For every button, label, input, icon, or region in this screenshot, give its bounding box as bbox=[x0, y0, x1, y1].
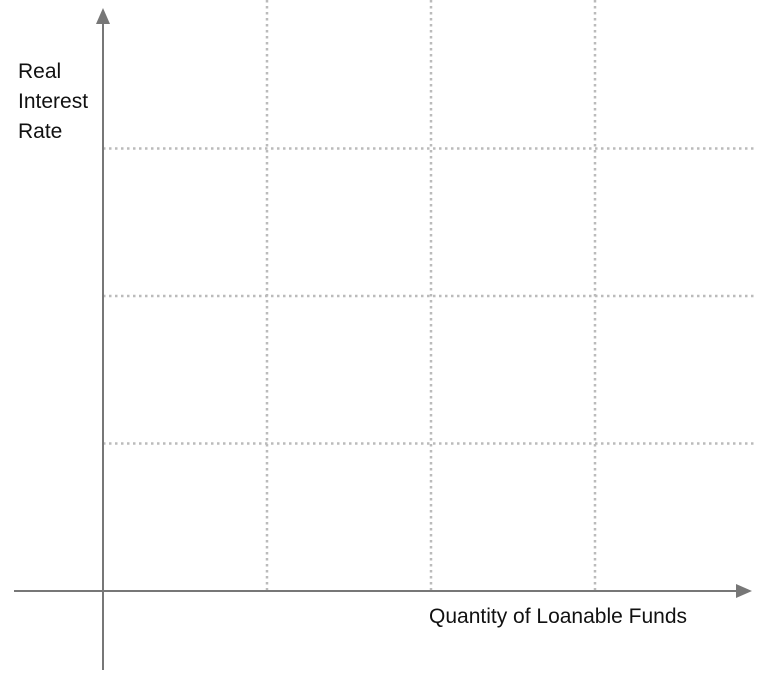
axes bbox=[14, 8, 752, 670]
x-axis-arrowhead bbox=[736, 584, 752, 598]
grid bbox=[103, 0, 756, 591]
y-axis-label-line-1: Real bbox=[18, 60, 61, 83]
y-axis-label-line-2: Interest bbox=[18, 90, 88, 113]
y-axis-arrowhead bbox=[96, 8, 110, 24]
y-axis-label-line-3: Rate bbox=[18, 120, 62, 143]
x-axis-label: Quantity of Loanable Funds bbox=[429, 605, 687, 628]
